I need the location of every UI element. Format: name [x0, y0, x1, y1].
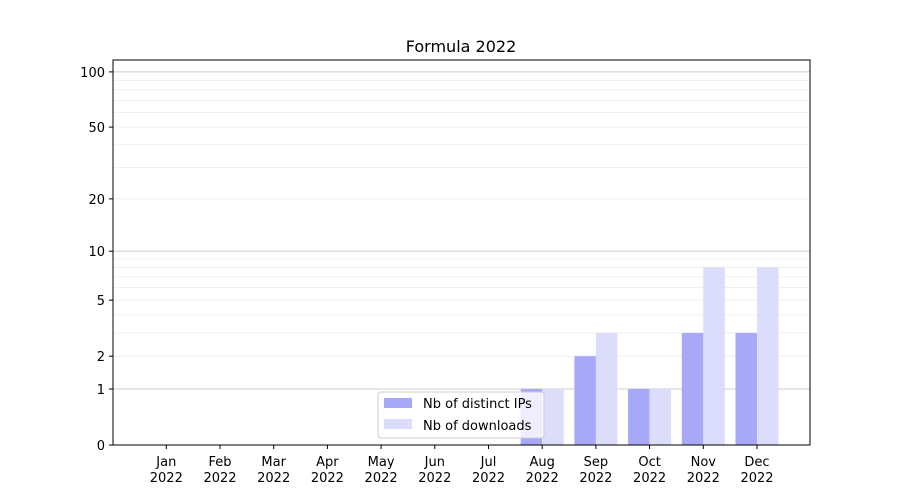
y-tick-label: 0 — [97, 439, 105, 454]
y-tick-label: 20 — [88, 193, 105, 208]
chart-title: Formula 2022 — [406, 37, 517, 56]
x-tick-label: May 2022 — [365, 455, 398, 486]
x-tick-label: Feb 2022 — [203, 455, 236, 486]
bar-downloads — [595, 332, 618, 445]
y-tick-label: 1 — [97, 383, 105, 398]
y-tick-label: 2 — [97, 350, 105, 365]
bar-downloads — [542, 388, 564, 445]
bar-distinct-ips — [574, 356, 596, 445]
bar-distinct-ips — [735, 332, 757, 445]
y-tick-label: 5 — [97, 294, 105, 309]
bar-downloads — [703, 267, 725, 445]
bar-downloads — [757, 267, 779, 445]
x-tick-label: Jan 2022 — [150, 455, 183, 486]
x-tick-label: Jul 2022 — [472, 455, 505, 486]
y-tick-label: 100 — [80, 66, 105, 81]
legend: Nb of distinct IPs Nb of downloads — [377, 391, 545, 439]
legend-box — [377, 391, 545, 439]
legend-label-ips: Nb of distinct IPs — [423, 397, 532, 412]
x-tick-label: Nov 2022 — [687, 455, 720, 486]
bar-distinct-ips — [628, 388, 650, 445]
legend-label-downloads: Nb of downloads — [423, 419, 532, 434]
x-tick-label: Jun 2022 — [418, 455, 451, 486]
x-tick-label: Mar 2022 — [257, 455, 290, 486]
bar-downloads — [649, 388, 672, 445]
x-tick-label: Oct 2022 — [633, 455, 666, 486]
axes-frame — [112, 59, 811, 446]
bar-distinct-ips — [681, 332, 704, 445]
x-tick-label: Aug 2022 — [526, 455, 559, 486]
x-tick-label: Dec 2022 — [740, 455, 773, 486]
y-tick-label: 50 — [88, 121, 105, 136]
legend-swatch-ips — [384, 398, 412, 408]
legend-swatch-downloads — [384, 419, 412, 429]
x-tick-label: Apr 2022 — [311, 455, 344, 486]
x-tick-label: Sep 2022 — [579, 455, 612, 486]
y-tick-label: 10 — [88, 245, 105, 260]
